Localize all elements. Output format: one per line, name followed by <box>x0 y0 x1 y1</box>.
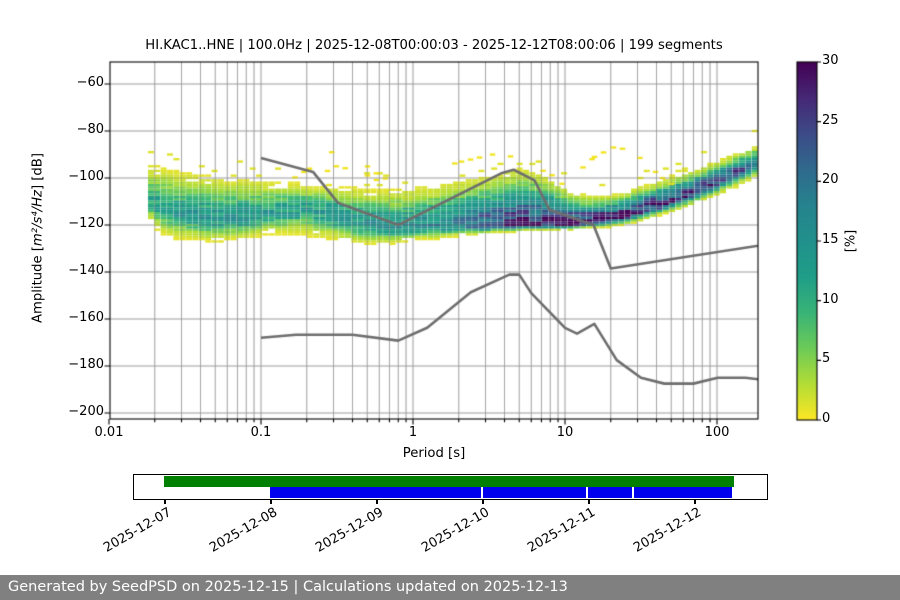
plot-title: HI.KAC1..HNE | 100.0Hz | 2025-12-08T00:0… <box>145 38 723 53</box>
timeline-tick <box>376 500 378 504</box>
x-tick-label: 10 <box>556 425 574 440</box>
timeline-tick <box>270 500 272 504</box>
y-tick-label: −200 <box>68 404 104 419</box>
footer-text: Generated by SeedPSD on 2025-12-15 | Cal… <box>8 579 568 595</box>
colorbar-tick-label: 15 <box>822 232 839 247</box>
footer-bar: Generated by SeedPSD on 2025-12-15 | Cal… <box>0 575 900 600</box>
timeline-coverage-bar <box>269 486 733 499</box>
timeline-tick <box>164 500 166 504</box>
y-tick-label: −80 <box>76 122 104 137</box>
colorbar-tick-label: 20 <box>822 172 839 188</box>
x-tick-label: 100 <box>704 425 730 440</box>
y-tick-label: −160 <box>68 310 104 325</box>
colorbar-tick-label: 30 <box>822 53 839 68</box>
y-axis-label-units: m²/s⁴/Hz <box>30 190 46 247</box>
y-axis-label-prefix: Amplitude [ <box>30 246 46 323</box>
timeline-tick <box>694 500 696 504</box>
timeline-tick <box>482 500 484 504</box>
timeline-coverage-gap <box>480 486 483 499</box>
colorbar-label: [%] <box>843 229 859 253</box>
colorbar-tick-label: 0 <box>822 411 831 426</box>
y-axis-label: Amplitude [m²/s⁴/Hz] [dB] <box>31 153 46 323</box>
colorbar-tick-label: 25 <box>822 112 839 128</box>
timeline-tick <box>588 500 590 504</box>
y-tick-label: −60 <box>76 75 104 90</box>
colorbar-tick-label: 5 <box>822 351 831 367</box>
x-tick-label: 1 <box>408 425 418 440</box>
x-axis-label: Period [s] <box>402 446 466 461</box>
timeline-coverage <box>133 474 768 500</box>
y-tick-label: −180 <box>68 357 104 372</box>
x-tick-label: 0.01 <box>94 425 124 440</box>
y-axis-label-suffix: ] [dB] <box>30 153 46 191</box>
y-tick-label: −100 <box>68 169 104 184</box>
colorbar-tick-label: 10 <box>822 291 839 307</box>
x-tick-label: 0.1 <box>250 425 272 440</box>
timeline-coverage-gap <box>631 486 634 499</box>
y-tick-label: −140 <box>68 263 104 278</box>
timeline-availability-bar <box>164 475 735 487</box>
timeline-coverage-gap <box>586 486 589 499</box>
y-tick-label: −120 <box>68 216 104 231</box>
